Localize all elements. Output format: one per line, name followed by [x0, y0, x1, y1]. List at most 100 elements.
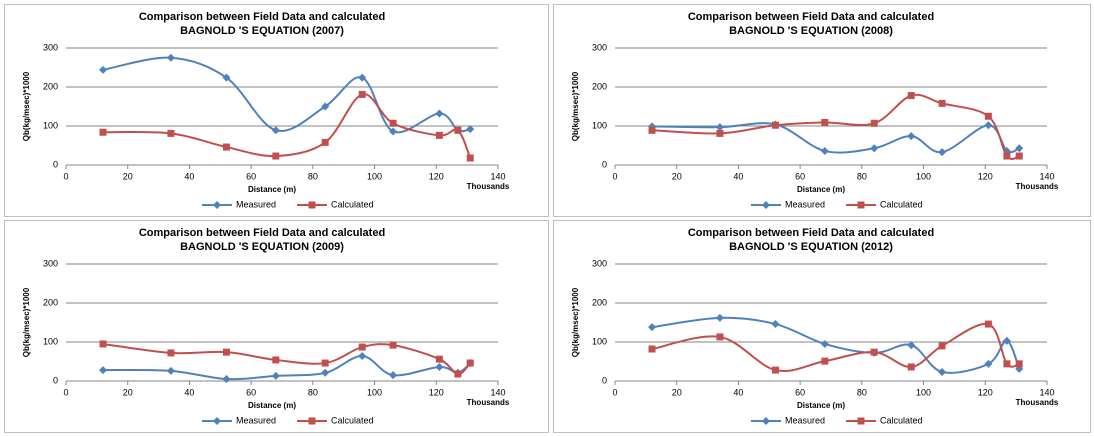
x-tick-label: 60 — [795, 171, 805, 181]
series-line — [651, 322, 1020, 372]
y-tick-label: 0 — [53, 159, 58, 169]
point-marker — [272, 152, 280, 160]
point-marker — [716, 333, 724, 341]
legend-label: Calculated — [331, 415, 374, 425]
legend-label: Calculated — [880, 199, 923, 209]
x-tick-label: 40 — [733, 171, 743, 181]
chart-panel: Comparison between Field Data and calcul… — [553, 4, 1091, 217]
x-tick-label: 0 — [612, 387, 617, 397]
x-tick-label: 40 — [184, 387, 194, 397]
chart: Comparison between Field Data and calcul… — [22, 227, 510, 425]
point-marker — [648, 345, 656, 353]
x-axis-label: Distance (m) — [248, 401, 296, 410]
point-marker — [222, 73, 231, 82]
series-line — [651, 316, 1021, 374]
legend-label: Calculated — [331, 199, 374, 209]
point-marker — [466, 125, 475, 134]
legend-marker — [213, 417, 221, 425]
point-marker — [821, 118, 829, 126]
y-tick-label: 300 — [43, 258, 58, 268]
y-axis-label: Qb(kg/msec)*1000 — [22, 287, 31, 357]
y-tick-label: 100 — [592, 336, 607, 346]
y-tick-label: 200 — [43, 297, 58, 307]
x-axis-label: Distance (m) — [248, 185, 296, 194]
point-marker — [389, 127, 398, 136]
y-tick-label: 100 — [592, 120, 607, 130]
x-tick-label: 100 — [916, 387, 931, 397]
legend: Measured Calculated — [202, 199, 374, 209]
point-marker — [99, 128, 107, 136]
x-tick-label: 120 — [429, 171, 444, 181]
chart-title: Comparison between Field Data and calcul… — [139, 11, 385, 23]
legend-marker — [308, 201, 316, 209]
series-line — [103, 355, 471, 381]
y-tick-label: 300 — [43, 42, 58, 52]
chart-subtitle: BAGNOLD 'S EQUATION (2008) — [729, 25, 893, 37]
x-tick-label: 140 — [1039, 387, 1054, 397]
point-marker — [1002, 336, 1011, 345]
point-marker — [99, 366, 108, 375]
x-tick-label: 100 — [367, 387, 382, 397]
x-axis-units: Thousands — [467, 398, 510, 407]
point-marker — [358, 90, 366, 98]
point-marker — [358, 343, 366, 351]
chart: Comparison between Field Data and calcul… — [571, 227, 1059, 425]
x-tick-label: 40 — [733, 387, 743, 397]
legend: Measured Calculated — [751, 415, 923, 425]
y-tick-label: 200 — [43, 81, 58, 91]
point-marker — [984, 320, 992, 328]
legend-label: Measured — [785, 199, 825, 209]
x-tick-label: 20 — [672, 171, 682, 181]
point-marker — [222, 375, 231, 384]
x-axis-units: Thousands — [1016, 182, 1059, 191]
point-marker — [907, 92, 915, 100]
legend: Measured Calculated — [751, 199, 923, 209]
point-marker — [715, 123, 724, 132]
point-marker — [648, 323, 657, 332]
point-marker — [358, 352, 367, 361]
x-tick-label: 140 — [490, 171, 505, 181]
point-marker — [166, 53, 175, 62]
series-line — [652, 122, 1020, 154]
x-tick-label: 40 — [184, 171, 194, 181]
x-tick-label: 120 — [978, 387, 993, 397]
point-marker — [321, 368, 330, 377]
legend-label: Measured — [785, 415, 825, 425]
point-marker — [321, 359, 329, 367]
legend: Measured Calculated — [202, 415, 374, 425]
legend-marker — [762, 201, 770, 209]
point-marker — [222, 348, 230, 356]
y-tick-label: 0 — [602, 375, 607, 385]
x-tick-label: 120 — [978, 171, 993, 181]
point-marker — [358, 73, 367, 82]
point-marker — [938, 148, 947, 157]
point-marker — [435, 355, 443, 363]
point-marker — [454, 126, 462, 134]
x-tick-label: 60 — [246, 171, 256, 181]
point-marker — [435, 109, 444, 118]
x-tick-label: 140 — [1039, 171, 1054, 181]
point-marker — [466, 359, 474, 367]
point-marker — [907, 132, 916, 141]
x-tick-label: 100 — [367, 171, 382, 181]
point-marker — [99, 65, 108, 74]
point-marker — [771, 121, 779, 129]
point-marker — [870, 348, 878, 356]
point-marker — [771, 320, 780, 329]
point-marker — [272, 356, 280, 364]
legend-marker — [213, 201, 221, 209]
x-tick-label: 20 — [123, 171, 133, 181]
chart-panel: Comparison between Field Data and calcul… — [4, 4, 549, 217]
x-tick-label: 0 — [63, 387, 68, 397]
y-tick-label: 100 — [43, 120, 58, 130]
series-line — [102, 342, 471, 375]
point-marker — [820, 146, 829, 155]
y-tick-label: 0 — [602, 159, 607, 169]
point-marker — [821, 357, 829, 365]
y-axis-label: Qb(kg/msec)*1000 — [571, 287, 580, 357]
y-tick-label: 100 — [43, 336, 58, 346]
x-tick-label: 20 — [672, 387, 682, 397]
point-marker — [167, 349, 175, 357]
y-axis-label: Qb(kg/msec)*1000 — [22, 71, 31, 141]
point-marker — [435, 131, 443, 139]
